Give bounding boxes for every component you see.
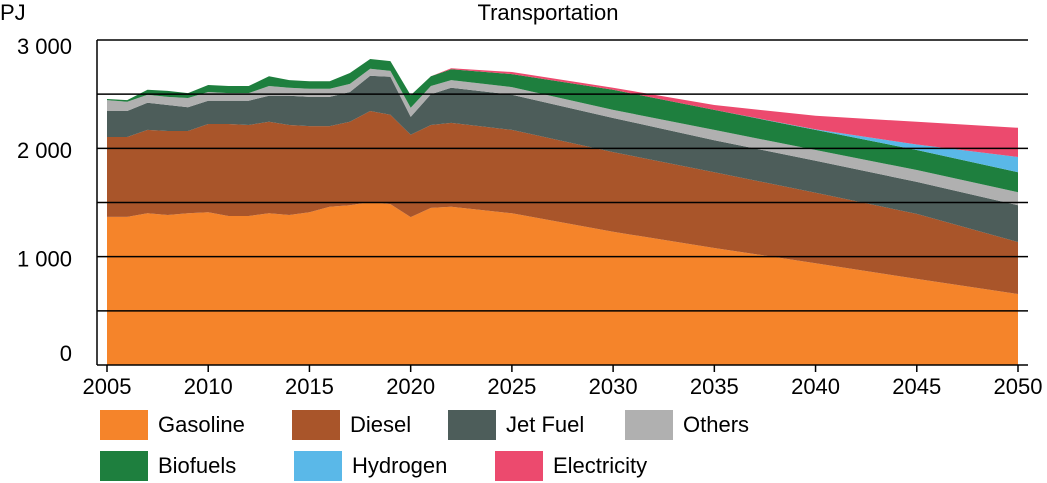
y-tick-label: 0 — [60, 341, 72, 366]
area — [107, 75, 1018, 242]
legend-swatch — [625, 410, 673, 440]
y-tick-label: 3 000 — [17, 34, 72, 59]
legend-label: Others — [683, 412, 749, 437]
legend-label: Electricity — [553, 453, 647, 478]
x-tick-label: 2035 — [690, 374, 739, 399]
x-tick-label: 2050 — [994, 374, 1043, 399]
legend-swatch — [294, 451, 342, 481]
legend-label: Diesel — [350, 412, 411, 437]
area — [107, 59, 1018, 193]
y-axis-label: PJ — [0, 0, 26, 25]
x-tick-label: 2040 — [791, 374, 840, 399]
y-tick-label: 1 000 — [17, 246, 72, 271]
x-tick-label: 2020 — [386, 374, 435, 399]
legend-swatch — [448, 410, 496, 440]
legend-swatch — [292, 410, 340, 440]
x-tick-label: 2045 — [892, 374, 941, 399]
chart-title: Transportation — [477, 0, 618, 25]
legend-label: Gasoline — [158, 412, 245, 437]
x-tick-label: 2015 — [285, 374, 334, 399]
legend-swatch — [100, 451, 148, 481]
area — [107, 202, 1018, 365]
legend-label: Biofuels — [158, 453, 236, 478]
y-tick-label: 2 000 — [17, 138, 72, 163]
legend-label: Jet Fuel — [506, 412, 584, 437]
legend-swatch — [100, 410, 148, 440]
legend-label: Hydrogen — [352, 453, 447, 478]
x-tick-label: 2030 — [589, 374, 638, 399]
x-tick-label: 2005 — [83, 374, 132, 399]
x-tick-label: 2010 — [184, 374, 233, 399]
legend-swatch — [495, 451, 543, 481]
x-tick-label: 2025 — [487, 374, 536, 399]
